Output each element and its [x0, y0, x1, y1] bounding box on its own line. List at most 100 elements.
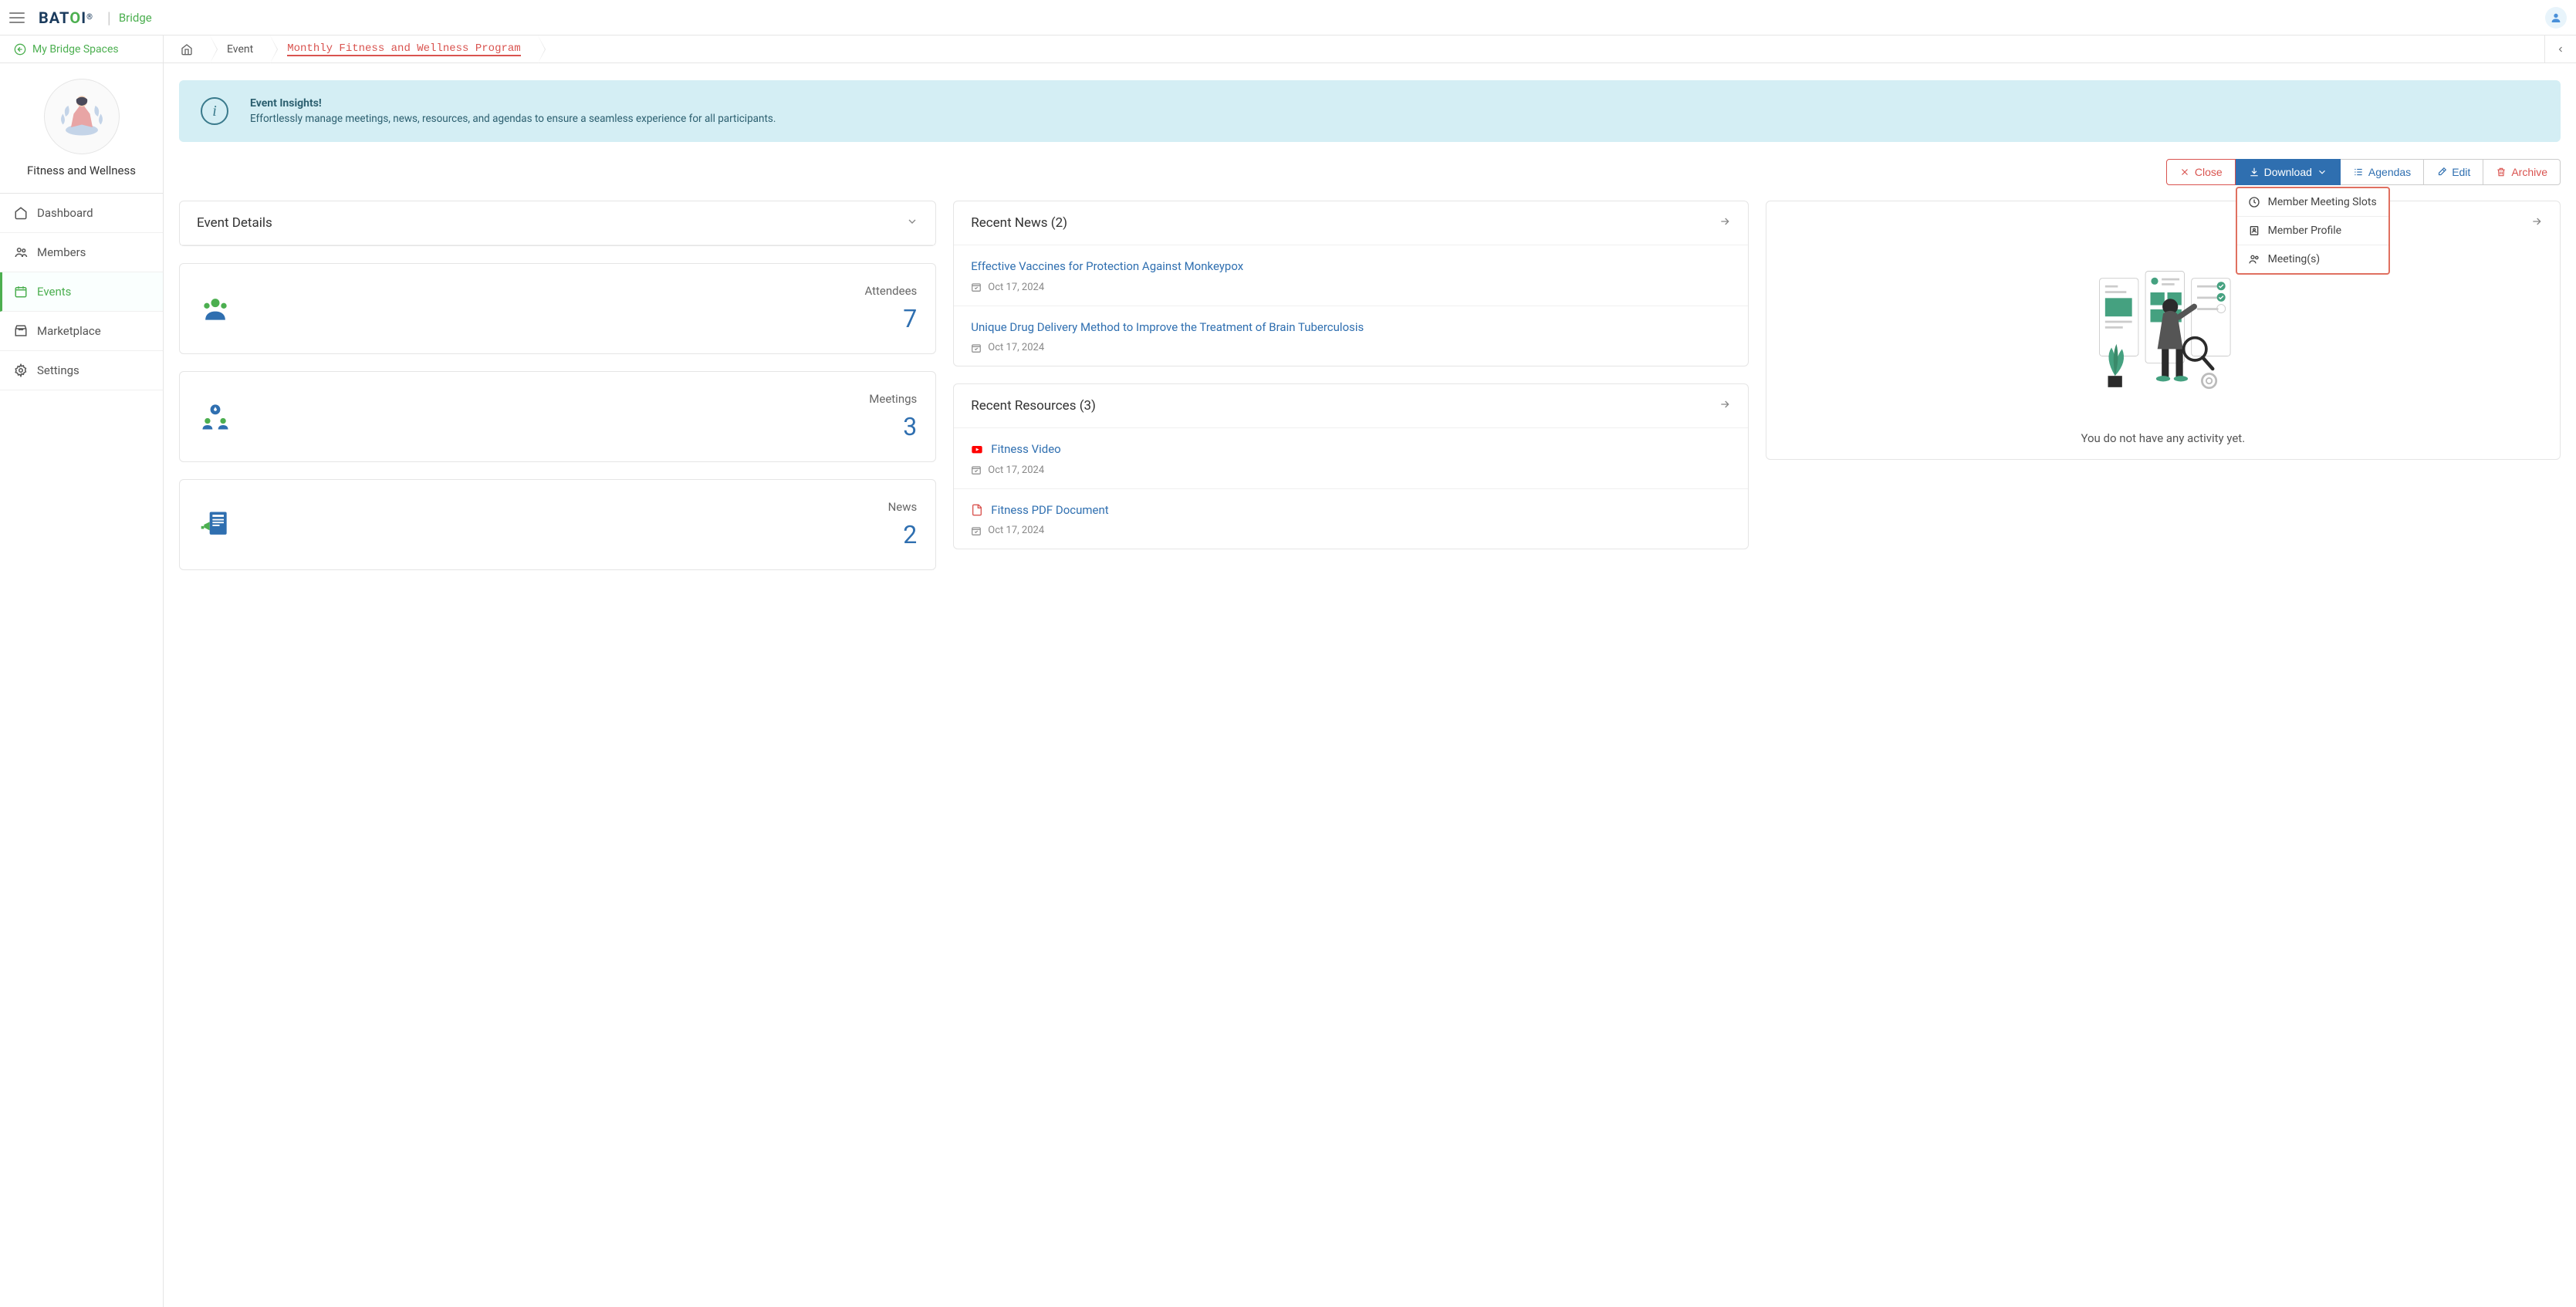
arrow-right-icon[interactable]	[1719, 398, 1731, 414]
recent-news-card: Recent News (2) Effective Vaccines for P…	[953, 201, 1748, 366]
menu-toggle-icon[interactable]	[9, 12, 25, 23]
edit-icon	[2436, 167, 2447, 177]
resource-date: Oct 17, 2024	[971, 464, 1730, 476]
close-label: Close	[2195, 166, 2223, 178]
stat-attendees: Attendees 7	[179, 263, 936, 354]
sidebar-item-events[interactable]: Events	[0, 272, 163, 312]
video-icon	[971, 443, 983, 455]
event-details-header[interactable]: Event Details	[180, 201, 935, 245]
download-dropdown-wrap: Download Member Meeting Slots Member Pro…	[2236, 159, 2341, 185]
sidebar-item-label: Events	[37, 285, 71, 299]
stat-label: News	[888, 500, 918, 514]
breadcrumb-home[interactable]	[164, 35, 210, 62]
column-news-resources: Recent News (2) Effective Vaccines for P…	[953, 201, 1748, 570]
users-icon	[2248, 253, 2260, 265]
stat-meetings: Meetings 3	[179, 371, 936, 462]
info-icon: i	[201, 97, 228, 125]
column-activity: You do not have any activity yet.	[1766, 201, 2561, 570]
id-card-icon	[2248, 225, 2260, 237]
edit-button[interactable]: Edit	[2423, 159, 2483, 185]
agendas-button[interactable]: Agendas	[2340, 159, 2424, 185]
resource-item: Fitness Video Oct 17, 2024	[954, 428, 1747, 489]
dropdown-item-member-profile[interactable]: Member Profile	[2237, 217, 2388, 245]
card-title: Recent News (2)	[971, 215, 1067, 231]
sidebar-item-settings[interactable]: Settings	[0, 351, 163, 390]
column-details: Event Details Attendees 7 Meetings	[179, 201, 936, 570]
news-item: Effective Vaccines for Protection Agains…	[954, 245, 1747, 306]
chevron-left-icon	[2556, 45, 2565, 54]
sidebar-item-label: Dashboard	[37, 206, 93, 220]
resource-item: Fitness PDF Document Oct 17, 2024	[954, 489, 1747, 549]
agendas-label: Agendas	[2368, 166, 2411, 178]
news-link[interactable]: Effective Vaccines for Protection Agains…	[971, 258, 1730, 275]
sidebar-item-members[interactable]: Members	[0, 233, 163, 272]
breadcrumb-back[interactable]: My Bridge Spaces	[0, 35, 164, 62]
download-button[interactable]: Download	[2236, 159, 2341, 185]
archive-label: Archive	[2511, 166, 2547, 178]
main-content: i Event Insights! Effortlessly manage me…	[164, 63, 2576, 1307]
breadcrumb-back-label: My Bridge Spaces	[32, 43, 119, 56]
stat-value: 2	[903, 520, 917, 549]
calendar-icon	[14, 285, 28, 299]
breadcrumb-current: Monthly Fitness and Wellness Program	[270, 35, 537, 62]
content-grid: Event Details Attendees 7 Meetings	[179, 201, 2561, 570]
dropdown-label: Member Profile	[2268, 225, 2341, 237]
news-list: Effective Vaccines for Protection Agains…	[954, 245, 1747, 366]
top-bar: BATOI® | Bridge	[0, 0, 2576, 35]
activity-header	[1783, 215, 2543, 231]
list-icon	[2353, 167, 2364, 177]
users-icon	[14, 245, 28, 259]
resource-link[interactable]: Fitness PDF Document	[971, 502, 1730, 519]
news-item: Unique Drug Delivery Method to Improve t…	[954, 306, 1747, 366]
product-label[interactable]: Bridge	[119, 11, 152, 25]
calendar-check-icon	[971, 525, 982, 536]
arrow-right-icon[interactable]	[1719, 215, 1731, 231]
resource-link[interactable]: Fitness Video	[971, 441, 1730, 458]
event-details-card: Event Details	[179, 201, 936, 246]
calendar-check-icon	[971, 464, 982, 475]
sidebar-item-label: Members	[37, 245, 86, 259]
x-icon	[2179, 167, 2190, 177]
store-icon	[14, 324, 28, 338]
activity-empty-text: You do not have any activity yet.	[1783, 431, 2543, 445]
user-icon	[2550, 12, 2562, 24]
news-icon	[198, 508, 232, 542]
close-button[interactable]: Close	[2166, 159, 2236, 185]
trash-icon	[2496, 167, 2507, 177]
breadcrumb-collapse[interactable]	[2544, 35, 2576, 62]
download-dropdown: Member Meeting Slots Member Profile Meet…	[2236, 187, 2390, 275]
space-avatar	[44, 79, 120, 154]
stat-label: Attendees	[864, 284, 917, 298]
action-button-group: Close Download Member Meeting Slots	[2166, 159, 2561, 185]
user-avatar[interactable]	[2545, 7, 2567, 29]
sidebar-item-marketplace[interactable]: Marketplace	[0, 312, 163, 351]
info-text: Event Insights! Effortlessly manage meet…	[250, 97, 776, 125]
breadcrumb-chain: Event Monthly Fitness and Wellness Progr…	[164, 35, 2544, 62]
archive-button[interactable]: Archive	[2483, 159, 2561, 185]
arrow-left-circle-icon	[14, 43, 26, 56]
chevron-down-icon	[906, 215, 918, 231]
edit-label: Edit	[2452, 166, 2470, 178]
space-name: Fitness and Wellness	[8, 164, 155, 177]
logo-separator: |	[107, 8, 111, 27]
empty-activity-illustration	[2078, 254, 2248, 416]
dropdown-item-meetings[interactable]: Meeting(s)	[2237, 245, 2388, 273]
home-icon	[181, 43, 193, 56]
calendar-check-icon	[971, 282, 982, 292]
banner-title: Event Insights!	[250, 97, 776, 110]
breadcrumb-level1[interactable]: Event	[210, 35, 270, 62]
stat-value: 3	[903, 412, 917, 441]
sidebar: Fitness and Wellness Dashboard Members E…	[0, 63, 164, 1307]
news-link[interactable]: Unique Drug Delivery Method to Improve t…	[971, 319, 1730, 336]
stat-news: News 2	[179, 479, 936, 570]
card-title: Recent Resources (3)	[971, 398, 1096, 414]
news-date: Oct 17, 2024	[971, 342, 1730, 353]
download-icon	[2249, 167, 2260, 177]
sidebar-item-dashboard[interactable]: Dashboard	[0, 194, 163, 233]
dropdown-label: Meeting(s)	[2268, 253, 2321, 265]
arrow-right-icon[interactable]	[2530, 215, 2543, 231]
activity-card: You do not have any activity yet.	[1766, 201, 2561, 460]
dropdown-item-meeting-slots[interactable]: Member Meeting Slots	[2237, 188, 2388, 217]
brand-logo[interactable]: BATOI®	[39, 8, 93, 27]
attendees-icon	[198, 292, 232, 326]
